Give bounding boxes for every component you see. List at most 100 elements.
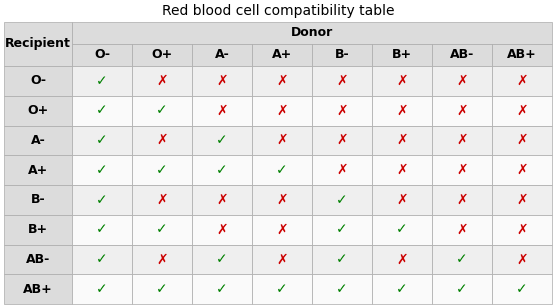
Bar [312,96,372,125]
Text: AB+: AB+ [23,283,53,296]
Bar [132,155,192,185]
Bar [72,44,132,66]
Text: ✗: ✗ [456,193,468,207]
Text: ✓: ✓ [336,223,348,237]
Text: ✗: ✗ [516,74,528,88]
Text: ✗: ✗ [276,103,288,118]
Text: ✗: ✗ [336,103,348,118]
Bar [372,125,432,155]
Text: ✗: ✗ [156,252,168,266]
Bar [372,245,432,274]
Text: ✓: ✓ [456,252,468,266]
Bar [492,125,552,155]
Text: ✓: ✓ [96,103,108,118]
Text: ✗: ✗ [516,103,528,118]
Text: ✗: ✗ [516,252,528,266]
Text: ✗: ✗ [456,223,468,237]
Bar [72,185,132,215]
Text: ✗: ✗ [156,193,168,207]
Text: B-: B- [335,48,349,62]
Bar [312,125,372,155]
Bar [432,274,492,304]
Text: ✗: ✗ [456,74,468,88]
Text: ✓: ✓ [96,223,108,237]
Bar [252,155,312,185]
Bar [432,155,492,185]
Bar [132,245,192,274]
Bar [252,44,312,66]
Bar [72,155,132,185]
Bar [252,125,312,155]
Bar [372,185,432,215]
Text: ✗: ✗ [276,133,288,147]
Text: ✗: ✗ [336,74,348,88]
Text: O-: O- [30,74,46,87]
Text: ✓: ✓ [516,282,528,296]
Bar [252,215,312,245]
Bar [192,155,252,185]
Text: ✗: ✗ [456,133,468,147]
Text: ✓: ✓ [456,282,468,296]
Text: AB-: AB- [450,48,474,62]
Bar [132,96,192,125]
Bar [372,66,432,96]
Text: ✓: ✓ [336,193,348,207]
Bar [4,155,72,185]
Bar [492,215,552,245]
Text: B+: B+ [28,223,48,236]
Text: ✗: ✗ [216,103,228,118]
Bar [492,245,552,274]
Bar [132,215,192,245]
Text: ✗: ✗ [456,163,468,177]
Text: ✓: ✓ [96,133,108,147]
Text: ✗: ✗ [456,103,468,118]
Bar [312,215,372,245]
Bar [192,44,252,66]
Bar [312,185,372,215]
Bar [432,96,492,125]
Bar [4,66,72,96]
Bar [372,96,432,125]
Text: ✗: ✗ [396,163,408,177]
Bar [72,215,132,245]
Bar [252,274,312,304]
Text: O+: O+ [151,48,172,62]
Bar [492,44,552,66]
Bar [192,96,252,125]
Text: ✓: ✓ [396,282,408,296]
Text: ✓: ✓ [156,282,168,296]
Bar [252,66,312,96]
Bar [492,274,552,304]
Bar [372,155,432,185]
Bar [312,245,372,274]
Bar [492,185,552,215]
Text: Donor: Donor [291,26,333,39]
Bar [132,125,192,155]
Bar [4,185,72,215]
Text: ✗: ✗ [216,74,228,88]
Text: ✗: ✗ [516,163,528,177]
Text: ✗: ✗ [156,74,168,88]
Text: ✗: ✗ [216,223,228,237]
Bar [252,96,312,125]
Text: ✓: ✓ [156,163,168,177]
Text: ✗: ✗ [396,74,408,88]
Text: ✓: ✓ [156,103,168,118]
Text: ✓: ✓ [96,282,108,296]
Bar [432,44,492,66]
Bar [492,155,552,185]
Text: ✓: ✓ [336,282,348,296]
Text: ✗: ✗ [276,252,288,266]
Bar [132,44,192,66]
Bar [432,215,492,245]
Bar [72,125,132,155]
Text: ✓: ✓ [216,282,228,296]
Bar [312,44,372,66]
Text: O+: O+ [27,104,48,117]
Bar [72,96,132,125]
Text: ✓: ✓ [216,163,228,177]
Bar [192,245,252,274]
Text: ✗: ✗ [216,193,228,207]
Text: ✗: ✗ [396,133,408,147]
Bar [192,66,252,96]
